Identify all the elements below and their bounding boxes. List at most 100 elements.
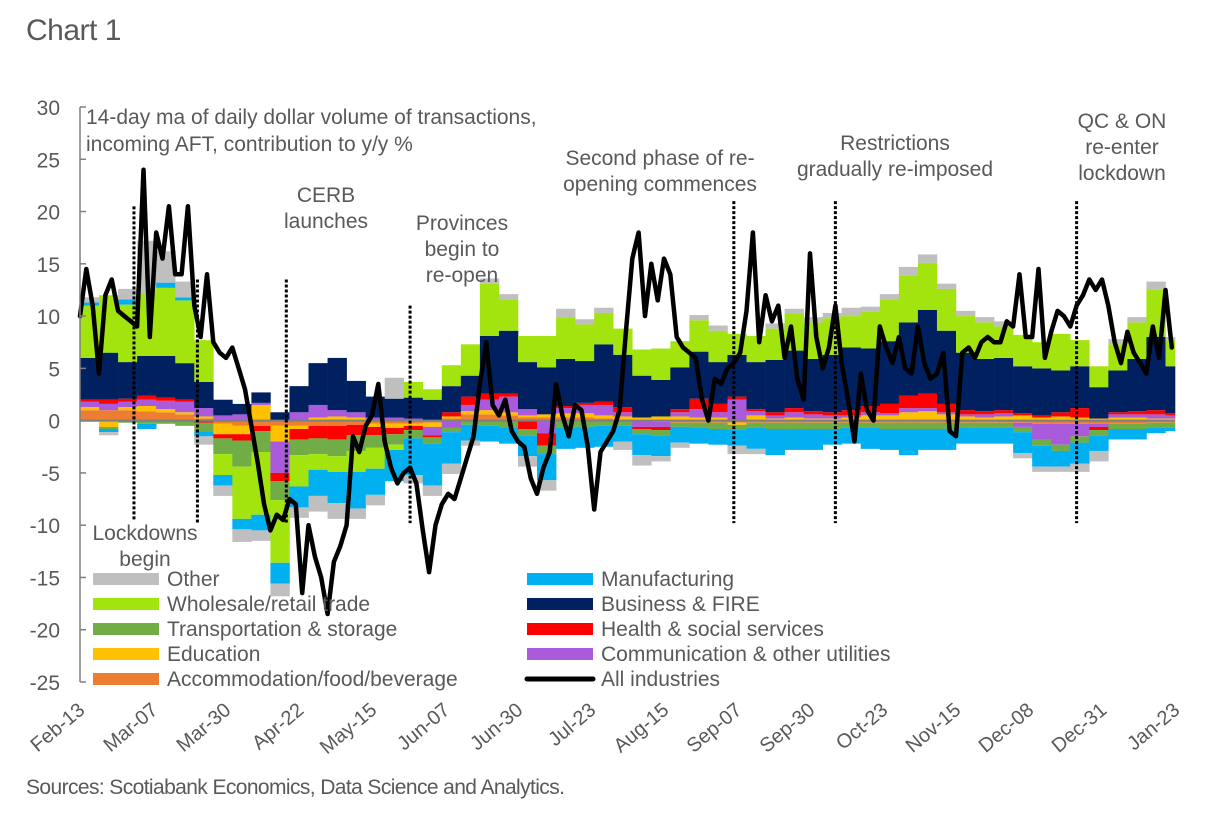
bar-segment-communication-other-utilities: [994, 413, 1014, 417]
bar-segment-health-social-services: [994, 410, 1014, 414]
x-tick-label: Mar-30: [173, 699, 236, 757]
bar-segment-transportation-storage: [441, 427, 462, 433]
bar-segment-business-fire: [994, 357, 1014, 411]
bar-segment-education: [422, 422, 443, 427]
bar-segment-health-social-services: [1108, 412, 1128, 415]
bar-segment-accommodation-food-beverage: [137, 411, 157, 421]
bar-segment-business-fire: [765, 360, 785, 413]
bar-segment-accommodation-food-beverage: [689, 420, 709, 423]
x-tick-label: Dec-31: [1048, 699, 1112, 757]
annotation-label: CERB: [297, 184, 355, 207]
bar-segment-wholesale-retail-trade: [898, 275, 919, 323]
bar-segment-business-fire: [518, 362, 538, 410]
bar-segment-business-fire: [822, 354, 843, 413]
bar-segment-accommodation-food-beverage: [765, 420, 785, 423]
legend-item: Communication & other utilities: [527, 643, 890, 666]
bar-segment-manufacturing: [213, 475, 233, 486]
bar-segment-wholesale-retail-trade: [556, 317, 576, 359]
bar-segment-manufacturing: [308, 469, 328, 496]
annotation-label: Restrictions: [840, 132, 950, 155]
bar-segment-other: [213, 485, 233, 496]
bar-segment-transportation-storage: [384, 434, 405, 445]
bar-segment-education: [1108, 417, 1128, 421]
annotation-label: Second phase of re-: [565, 147, 754, 170]
bar-segment-education: [1146, 418, 1166, 421]
bar-segment-health-social-services: [175, 399, 195, 402]
bar-segment-accommodation-food-beverage: [99, 410, 119, 421]
bar-segment-accommodation-food-beverage: [898, 420, 919, 423]
x-tick-label: Jun-30: [466, 699, 527, 755]
bar-segment-business-fire: [670, 367, 690, 410]
bar-segment-business-fire: [422, 399, 443, 421]
bar-segment-health-social-services: [860, 406, 881, 413]
bar-segment-manufacturing: [727, 430, 747, 446]
bar-segment-education: [384, 423, 405, 428]
bar-segment-education: [1070, 417, 1090, 421]
bar-segment-communication-other-utilities: [137, 399, 157, 406]
legend-swatch: [527, 623, 593, 635]
bar-segment-other: [99, 432, 119, 436]
bar-segment-other: [1051, 466, 1071, 472]
bar-segment-health-social-services: [1146, 410, 1166, 415]
bar-segment-education: [803, 418, 823, 421]
bar-segment-wholesale-retail-trade: [537, 335, 557, 368]
bar-segment-manufacturing: [1146, 427, 1166, 434]
bar-segment-education: [1127, 417, 1147, 421]
bar-segment-accommodation-food-beverage: [1146, 420, 1166, 423]
bar-segment-manufacturing: [270, 562, 290, 584]
bar-segment-other: [879, 294, 900, 300]
bar-segment-wholesale-retail-trade: [708, 330, 728, 363]
bar-segment-accommodation-food-beverage: [308, 420, 328, 426]
bar-segment-health-social-services: [498, 393, 519, 397]
bar-segment-accommodation-food-beverage: [1108, 420, 1128, 424]
bar-segment-wholesale-retail-trade: [441, 365, 462, 387]
bar-segment-health-social-services: [232, 434, 252, 441]
bar-segment-education: [689, 417, 709, 421]
bar-segment-transportation-storage: [1127, 423, 1147, 429]
bar-segment-communication-other-utilities: [99, 403, 119, 411]
bar-segment-communication-other-utilities: [422, 426, 443, 436]
bar-segment-health-social-services: [460, 396, 481, 405]
bar-segment-education: [460, 411, 481, 415]
bar-segment-manufacturing: [879, 429, 900, 450]
bar-segment-transportation-storage: [746, 422, 766, 428]
bar-segment-business-fire: [498, 330, 519, 394]
legend-label: Education: [167, 643, 260, 666]
bar-segment-wholesale-retail-trade: [841, 316, 862, 348]
bar-segment-wholesale-retail-trade: [651, 348, 671, 380]
bar-segment-wholesale-retail-trade: [746, 335, 766, 363]
bar-segment-business-fire: [346, 380, 366, 413]
chart-title: Chart 1: [26, 14, 121, 47]
bar-segment-health-social-services: [422, 435, 443, 438]
bar-segment-transportation-storage: [727, 424, 747, 431]
bar-segment-manufacturing: [137, 423, 157, 429]
bar-segment-education: [175, 412, 195, 415]
bar-segment-other: [708, 325, 728, 331]
bar-segment-accommodation-food-beverage: [422, 420, 443, 423]
bar-segment-manufacturing: [518, 435, 538, 457]
bar-segment-health-social-services: [575, 402, 595, 405]
bar-segment-education: [232, 425, 252, 435]
bar-segment-health-social-services: [137, 395, 157, 400]
bar-segment-manufacturing: [460, 424, 481, 441]
bar-segment-manufacturing: [956, 427, 976, 444]
bar-segment-manufacturing: [194, 431, 214, 437]
bar-segment-transportation-storage: [156, 420, 176, 424]
bar-segment-wholesale-retail-trade: [860, 311, 881, 349]
bar-segment-health-social-services: [746, 409, 766, 412]
bar-segment-communication-other-utilities: [898, 408, 919, 413]
bar-segment-other: [727, 445, 747, 455]
bar-segment-health-social-services: [1032, 415, 1052, 418]
bar-segment-communication-other-utilities: [727, 399, 747, 421]
y-tick-label: -25: [30, 672, 60, 695]
bar-segment-health-social-services: [727, 396, 747, 400]
bar-segment-manufacturing: [708, 429, 728, 445]
bar-segment-health-social-services: [1051, 412, 1071, 417]
bar-segment-business-fire: [898, 322, 919, 396]
bar-segment-other: [784, 308, 804, 314]
bar-segment-health-social-services: [80, 399, 100, 402]
bar-segment-health-social-services: [1013, 413, 1033, 416]
bar-segment-education: [99, 420, 119, 427]
bar-segment-health-social-services: [1070, 408, 1090, 418]
bar-segment-manufacturing: [118, 299, 138, 305]
